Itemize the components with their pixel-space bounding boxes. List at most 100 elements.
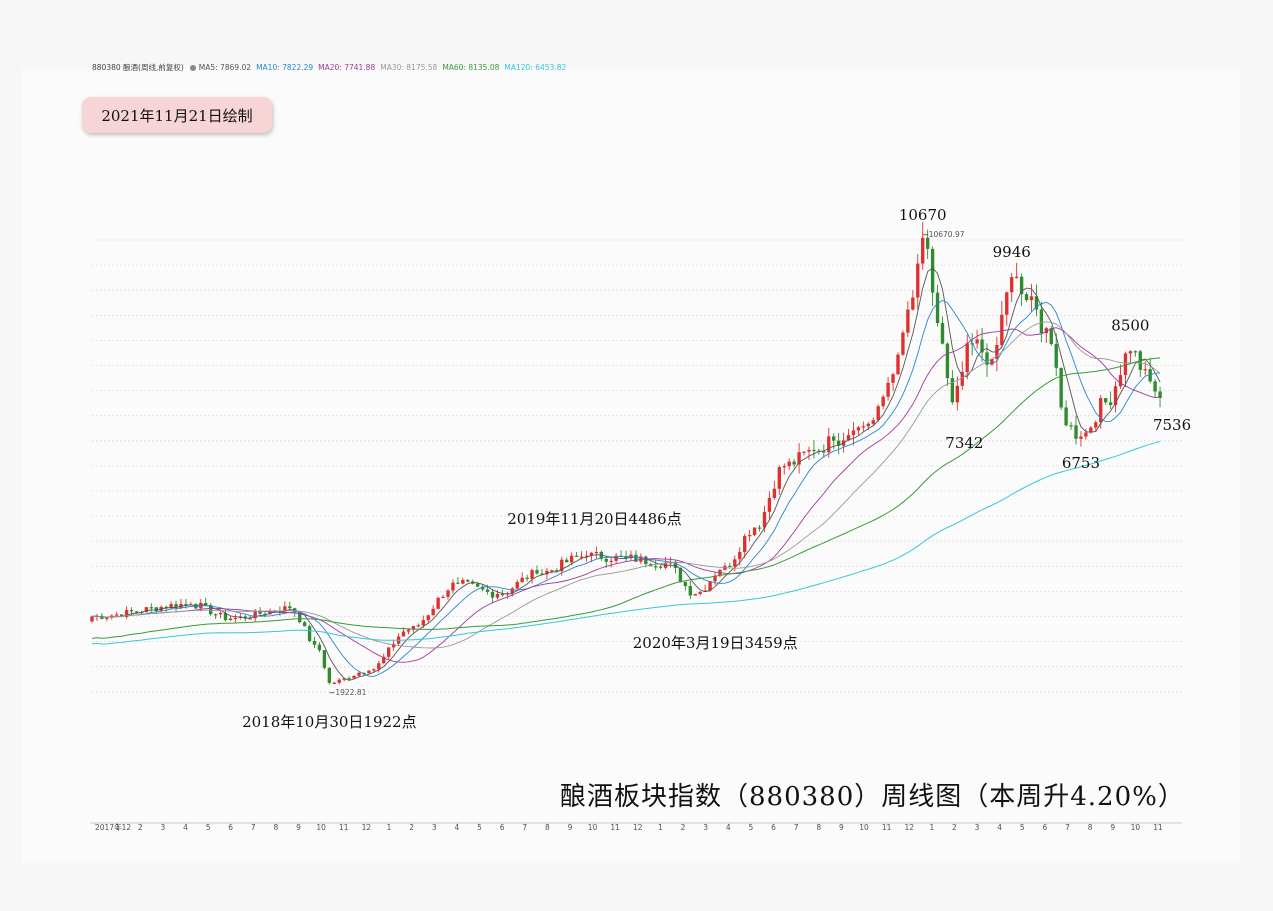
candle (1005, 291, 1009, 326)
candle (1074, 415, 1078, 445)
candle (283, 601, 287, 615)
candle (1064, 400, 1068, 427)
candle (767, 491, 772, 520)
x-tick-label: 9 (839, 823, 844, 832)
candle (871, 417, 875, 427)
candle (332, 681, 336, 684)
candle (743, 533, 747, 559)
candle (95, 613, 99, 621)
candle (312, 636, 317, 649)
candle (935, 284, 940, 327)
ma-legend-item: MA60: 8135.08 (442, 63, 500, 72)
candle (426, 614, 430, 624)
candle (520, 572, 524, 583)
candle (995, 336, 999, 372)
x-tick-label: 7 (794, 823, 799, 832)
candle (911, 290, 915, 311)
candle (683, 581, 688, 591)
x-tick-label: 12 (904, 823, 914, 832)
candle (639, 553, 643, 565)
ma-legend-item: MA5: 7869.02 (198, 63, 252, 72)
candle (787, 458, 791, 470)
ma-legend-item: MA20: 7741.88 (318, 63, 376, 72)
candle (129, 607, 134, 617)
candle (836, 432, 841, 455)
candle (233, 614, 238, 624)
ma-legend-item: MA10: 7822.29 (256, 63, 314, 72)
ma-legend-item: MA120: 6453.82 (504, 63, 567, 72)
annotation-label: 2020年3月19日3459点 (633, 634, 798, 652)
x-tick-label: 10 (859, 823, 869, 832)
candle (965, 334, 969, 380)
candle (688, 580, 692, 600)
candle (752, 527, 757, 537)
candle (174, 600, 178, 613)
x-tick-label: 5 (206, 823, 211, 832)
x-tick-label: 5 (749, 823, 754, 832)
annotation-label: 10670 (899, 206, 947, 224)
candle (1059, 367, 1063, 410)
symbol-label: 880380 酿酒(周线,前复权) (92, 63, 184, 72)
candle (297, 610, 302, 624)
x-tick-label: 7 (522, 823, 527, 832)
x-tick-label: 8 (1088, 823, 1093, 832)
candle (238, 613, 243, 620)
candle (1128, 350, 1133, 365)
ma-line (91, 440, 1161, 645)
x-tick-label: 6 (771, 823, 776, 832)
x-tick-label: 10 (1131, 823, 1141, 832)
candle (1084, 428, 1088, 440)
candle (1133, 350, 1138, 357)
candle (377, 660, 381, 673)
candle (846, 428, 851, 441)
candle (1039, 301, 1044, 343)
candle (446, 589, 450, 600)
x-tick-label: 5 (477, 823, 482, 832)
date-badge: 2021年11月21日绘制 (82, 97, 272, 133)
candle (1069, 421, 1073, 431)
candle (357, 671, 361, 678)
x-tick-label: 7 (1065, 823, 1070, 832)
candle (876, 404, 880, 422)
x-tick-label: 3 (975, 823, 980, 832)
annotation-label: 10670.97 (929, 230, 965, 239)
candle (1108, 391, 1113, 410)
x-tick-label: 5 (1020, 823, 1025, 832)
candle (728, 562, 732, 568)
ma-line (91, 321, 1161, 649)
candle (921, 222, 925, 270)
x-tick-label: 12 (633, 823, 643, 832)
candle (288, 601, 292, 611)
candle (1118, 364, 1123, 389)
candle (367, 670, 371, 674)
candle (124, 606, 129, 620)
candle (169, 601, 173, 610)
x-tick-label: 3 (703, 823, 708, 832)
candle (698, 590, 702, 596)
candle (609, 556, 613, 568)
x-tick-label: 8 (274, 823, 279, 832)
candle (990, 358, 994, 366)
annotation-label: 2018年10月30日1922点 (242, 713, 417, 731)
candle (565, 557, 569, 563)
candle (525, 574, 529, 582)
candle (1148, 357, 1152, 384)
x-tick-label: 9 (296, 823, 301, 832)
candle (777, 465, 781, 495)
x-tick-label: 4 (454, 823, 459, 832)
candle (772, 480, 777, 500)
annotation-label: 9946 (993, 243, 1031, 261)
x-tick-label: 6 (1043, 823, 1048, 832)
ma-line (91, 299, 1161, 677)
candle (416, 623, 421, 628)
x-tick-label: 6 (500, 823, 505, 832)
candle (1094, 420, 1098, 432)
candle (436, 596, 440, 610)
candle (629, 550, 633, 561)
settings-dot-icon[interactable] (189, 65, 196, 71)
candle (382, 653, 386, 664)
candle (441, 594, 445, 599)
candle (589, 552, 594, 563)
